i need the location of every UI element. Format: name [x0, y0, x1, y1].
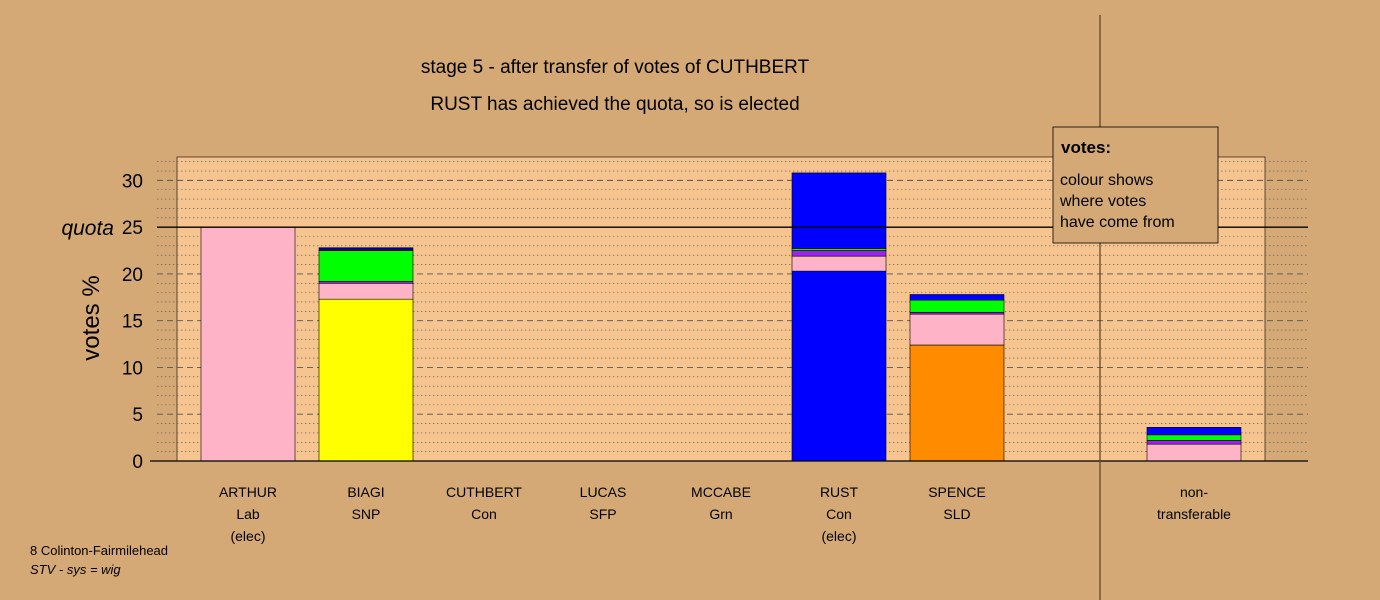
y-tick-label: 25	[122, 218, 143, 239]
legend-title: votes:	[1061, 138, 1111, 157]
bar-segment	[909, 313, 1005, 346]
bar-segment	[1146, 440, 1242, 445]
bar-segment	[200, 226, 296, 462]
category-label: (elec)	[230, 528, 265, 544]
y-tick-label: 5	[132, 405, 143, 426]
bars	[200, 172, 1242, 462]
category-label: non-	[1180, 484, 1208, 500]
bar-segment	[1146, 427, 1242, 436]
category-labels: ARTHUR Lab (elec) BIAGI SNP CUTHBERT Con LUCAS S…	[219, 484, 1231, 544]
ward-label: 8 Colinton-Fairmilehead	[30, 543, 168, 558]
y-tick-label: 10	[122, 358, 143, 379]
category-label: SPENCE	[928, 484, 986, 500]
bar-segment	[318, 282, 414, 300]
y-tick-label: 15	[122, 312, 143, 333]
category-label: (elec)	[821, 528, 856, 544]
y-tick-label: 30	[122, 171, 143, 192]
bar-segment	[791, 172, 887, 249]
legend-line: have come from	[1060, 214, 1175, 231]
category-label: ARTHUR	[219, 484, 277, 500]
bar-segment	[909, 344, 1005, 462]
category-label: Grn	[709, 506, 732, 522]
legend-frame	[1052, 126, 1219, 244]
quota-label: quota	[61, 217, 114, 240]
legend-box: votes: colour shows where votes have com…	[1052, 126, 1219, 244]
category-label: MCCABE	[691, 484, 751, 500]
category-label: Con	[826, 506, 852, 522]
legend-line: colour shows	[1060, 172, 1153, 189]
y-tick-labels: 0 5 10 15 20 25 30	[122, 171, 143, 473]
y-tick-label: 0	[132, 452, 143, 473]
category-label: SLD	[943, 506, 970, 522]
category-label: CUTHBERT	[446, 484, 522, 500]
y-axis-label: votes %	[78, 275, 105, 360]
chart-subtitle: RUST has achieved the quota, so is elect…	[430, 94, 799, 115]
category-label: Lab	[236, 506, 260, 522]
category-label: RUST	[820, 484, 859, 500]
chart-title: stage 5 - after transfer of votes of CUT…	[421, 57, 810, 78]
bar-segment	[318, 298, 414, 462]
bar-segment	[791, 255, 887, 272]
bar-segment	[318, 247, 414, 251]
y-tick-label: 20	[122, 265, 143, 286]
category-label: Con	[471, 506, 497, 522]
category-label: SFP	[589, 506, 616, 522]
bar-segment	[1146, 443, 1242, 462]
category-label: BIAGI	[347, 484, 384, 500]
legend-line: where votes	[1059, 193, 1146, 210]
bar-segment	[1146, 434, 1242, 441]
category-label: transferable	[1157, 506, 1231, 522]
bar-segment	[791, 250, 887, 257]
category-label: LUCAS	[580, 484, 627, 500]
bar-segment	[909, 294, 1005, 301]
system-label: STV - sys = wig	[30, 562, 121, 577]
bar-segment	[318, 250, 414, 282]
category-label: SNP	[352, 506, 381, 522]
bar-segment	[791, 270, 887, 462]
bar-segment	[909, 299, 1005, 313]
